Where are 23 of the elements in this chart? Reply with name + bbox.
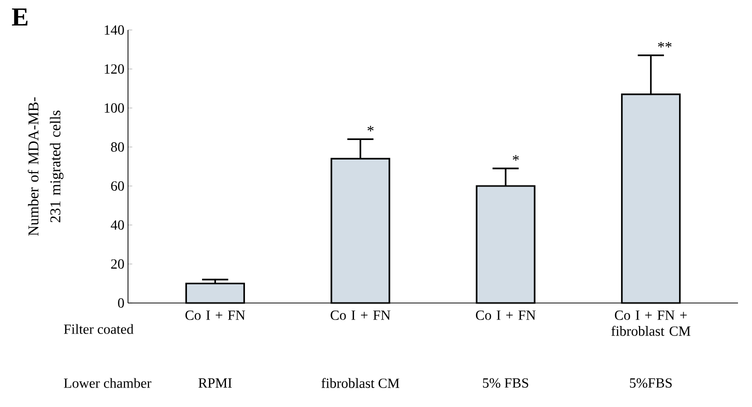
y-tick-label: 0 (118, 298, 124, 308)
y-tick-label: 60 (111, 181, 124, 191)
annotation: * (368, 126, 374, 132)
annotation: * (512, 155, 519, 161)
text: Filter coated (64, 324, 134, 334)
x-tick-label: Co I + FN (330, 310, 390, 320)
y-tick-label: 100 (104, 103, 124, 113)
y-tick-label: 140 (104, 25, 124, 35)
y-tick-label: 20 (111, 259, 124, 269)
text: fibroblast CM (321, 378, 400, 388)
text: 5%FBS (630, 378, 672, 388)
x-tick-label: Co I + FN + fibroblast CM (611, 310, 690, 336)
y-tick-label: 40 (110, 220, 124, 230)
x-tick-label: Co I + FN (185, 310, 246, 320)
y-axis-title: Number of MDA-MB-231 migrated cells (28, 97, 64, 236)
y-tick-label: 120 (104, 64, 124, 74)
text: E (12, 8, 28, 26)
text: RPMI (198, 378, 232, 388)
y-tick-label: 80 (111, 142, 124, 152)
annotation: ** (658, 42, 672, 48)
x-tick-label: Co I + FN (476, 310, 536, 320)
text: Lower chamber (64, 378, 152, 388)
text: 5% FBS (482, 378, 528, 388)
